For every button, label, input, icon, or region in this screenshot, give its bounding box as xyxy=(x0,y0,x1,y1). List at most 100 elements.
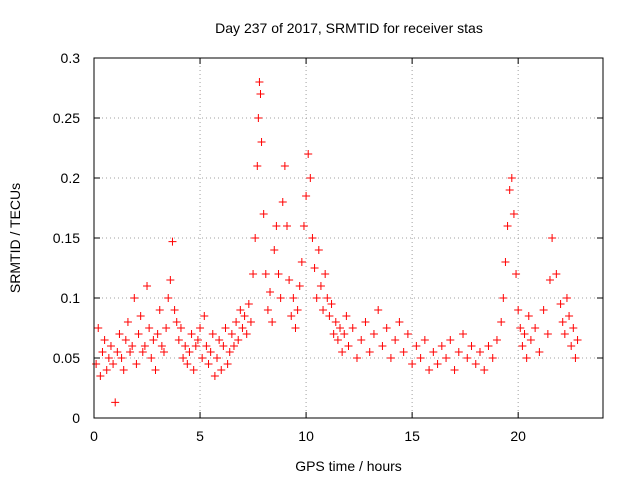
data-point xyxy=(232,318,241,326)
data-point xyxy=(442,354,451,362)
data-point xyxy=(181,342,190,350)
data-point xyxy=(323,294,332,302)
data-point xyxy=(246,318,255,326)
data-point xyxy=(304,150,313,158)
data-point xyxy=(552,270,561,278)
x-tick-label: 15 xyxy=(404,428,420,444)
data-point xyxy=(198,354,207,362)
data-point xyxy=(348,324,357,332)
data-point xyxy=(229,342,238,350)
data-point xyxy=(425,366,434,374)
data-point xyxy=(499,294,508,302)
data-point xyxy=(236,306,245,314)
data-point xyxy=(512,270,521,278)
data-point xyxy=(412,342,421,350)
data-point xyxy=(227,330,236,338)
data-point xyxy=(208,330,217,338)
data-point xyxy=(336,324,345,332)
data-point xyxy=(200,312,209,320)
data-point xyxy=(369,330,378,338)
data-point xyxy=(446,336,455,344)
data-point xyxy=(183,360,192,368)
data-point xyxy=(96,372,105,380)
data-point xyxy=(306,174,315,182)
data-point xyxy=(509,210,518,218)
data-point xyxy=(179,354,188,362)
data-point xyxy=(270,246,279,254)
data-point xyxy=(308,234,317,242)
data-point xyxy=(204,360,213,368)
data-point xyxy=(259,210,268,218)
data-point xyxy=(459,330,468,338)
data-point xyxy=(524,312,533,320)
data-point xyxy=(185,348,194,356)
data-point xyxy=(278,198,287,206)
data-point xyxy=(480,366,489,374)
data-point xyxy=(282,222,291,230)
data-point xyxy=(276,294,285,302)
axis-ticks: 0 5 10 15 20 0 0.05 0.1 0.15 0.2 0.25 0.3 xyxy=(53,50,603,444)
data-point xyxy=(149,336,158,344)
y-tick-label: 0.05 xyxy=(53,350,80,366)
data-point xyxy=(319,306,328,314)
data-point xyxy=(325,312,334,320)
data-point xyxy=(503,222,512,230)
data-point xyxy=(145,324,154,332)
data-point xyxy=(193,336,202,344)
data-point xyxy=(573,336,582,344)
x-tick-label: 10 xyxy=(298,428,314,444)
data-point xyxy=(488,354,497,362)
data-point xyxy=(138,348,147,356)
data-point xyxy=(249,270,258,278)
data-point xyxy=(268,318,277,326)
y-tick-label: 0 xyxy=(72,410,80,426)
data-point xyxy=(484,342,493,350)
data-point xyxy=(225,348,234,356)
data-point xyxy=(121,336,130,344)
data-point xyxy=(210,372,219,380)
data-point xyxy=(280,162,289,170)
data-point xyxy=(162,324,171,332)
data-point xyxy=(104,354,113,362)
data-point xyxy=(391,336,400,344)
data-point xyxy=(463,354,472,362)
data-point xyxy=(172,318,181,326)
data-point xyxy=(333,336,342,344)
data-point xyxy=(531,324,540,332)
data-point xyxy=(151,366,160,374)
data-point xyxy=(285,276,294,284)
data-point xyxy=(429,348,438,356)
data-point xyxy=(492,336,501,344)
data-point xyxy=(543,330,552,338)
data-point xyxy=(100,336,109,344)
data-point xyxy=(254,114,263,122)
data-point xyxy=(450,366,459,374)
data-point xyxy=(312,294,321,302)
data-point xyxy=(272,222,281,230)
data-point xyxy=(416,354,425,362)
data-point xyxy=(106,342,115,350)
data-point xyxy=(571,354,580,362)
data-point xyxy=(238,324,247,332)
data-point xyxy=(420,336,429,344)
data-points xyxy=(92,78,582,407)
data-point xyxy=(244,300,253,308)
data-point xyxy=(266,288,275,296)
data-point xyxy=(176,324,185,332)
data-point xyxy=(159,348,168,356)
data-point xyxy=(454,348,463,356)
data-point xyxy=(223,360,232,368)
data-point xyxy=(102,366,111,374)
data-point xyxy=(92,360,101,368)
data-point xyxy=(562,294,571,302)
y-tick-label: 0.25 xyxy=(53,110,80,126)
data-point xyxy=(365,348,374,356)
data-point xyxy=(507,174,516,182)
data-point xyxy=(170,306,179,314)
data-point xyxy=(403,330,412,338)
data-point xyxy=(408,360,417,368)
data-point xyxy=(433,360,442,368)
data-point xyxy=(327,300,336,308)
data-point xyxy=(526,336,535,344)
data-point xyxy=(395,318,404,326)
